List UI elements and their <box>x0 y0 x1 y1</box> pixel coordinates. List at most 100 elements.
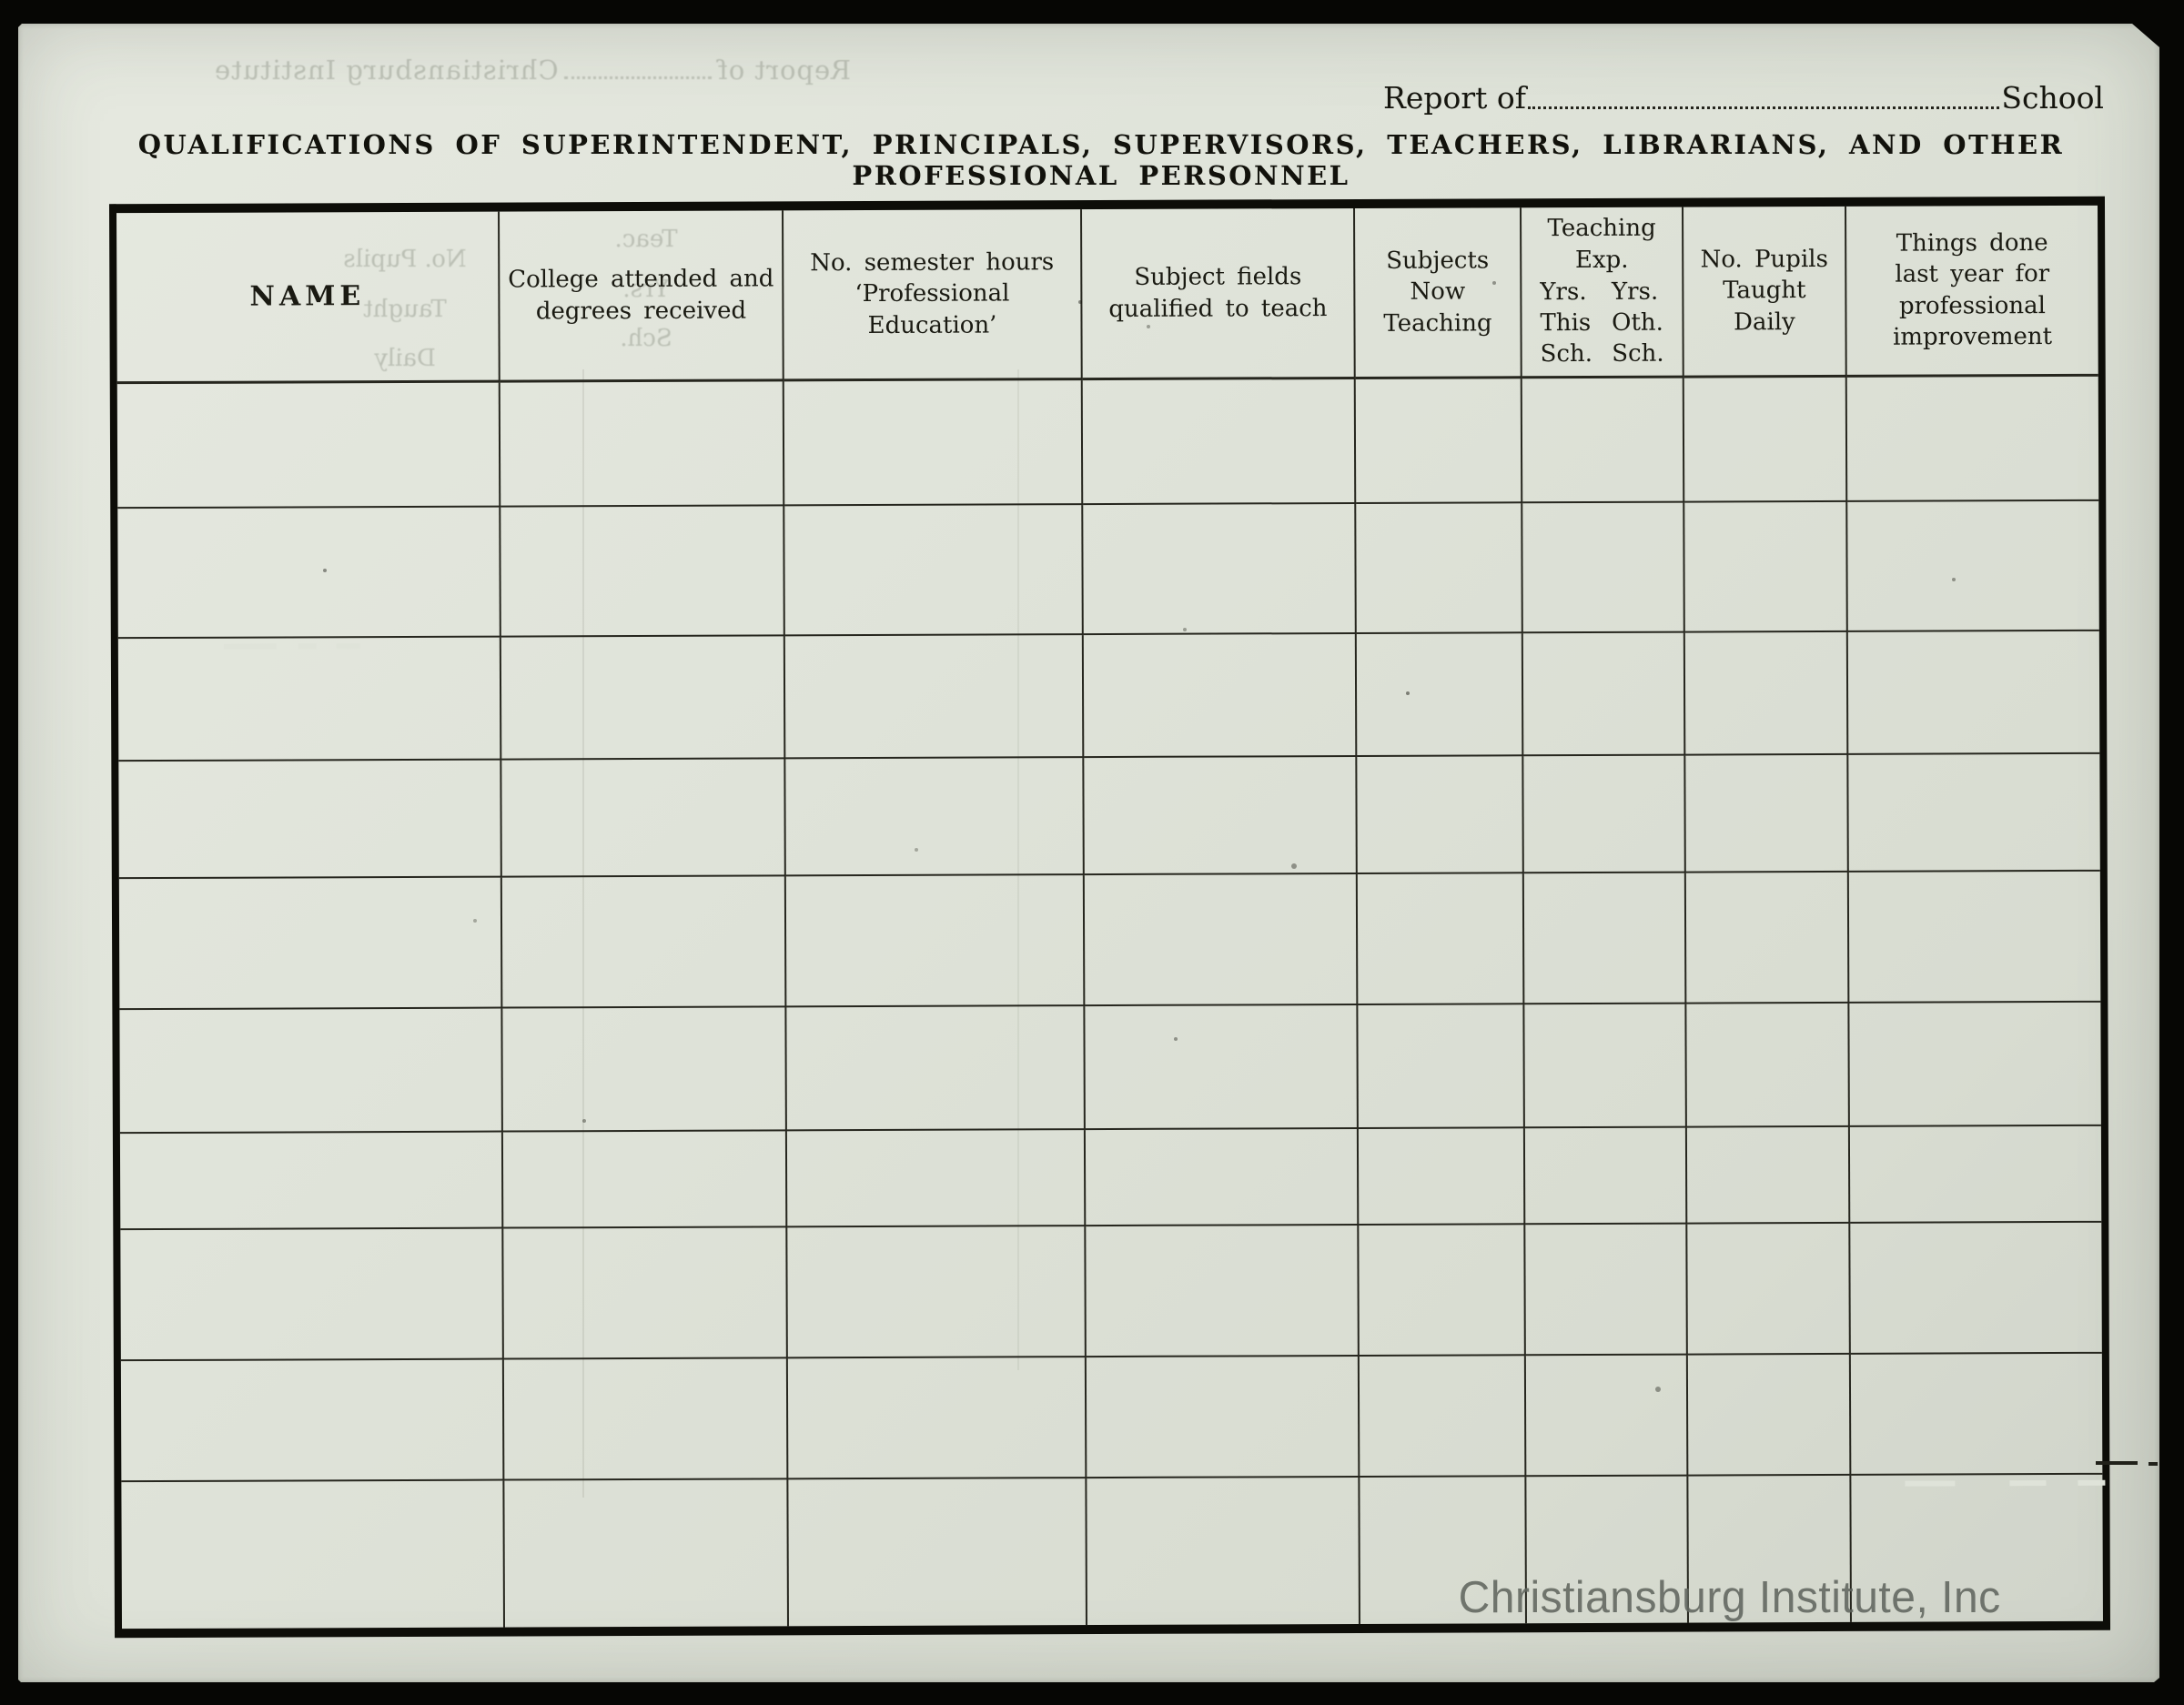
scan-artifact-dash <box>2149 1462 2158 1466</box>
blank-cell-r4-name <box>118 761 501 880</box>
header-line: improvement <box>1892 322 2053 351</box>
header-line: No. Pupils <box>1700 245 1828 274</box>
header-line: Things done <box>1896 228 2048 257</box>
table-grid: NAME College attended and degrees receiv… <box>116 206 2103 1629</box>
blank-cell-r8-semester-hours <box>787 1226 1087 1358</box>
blank-cell-r3-subject-fields <box>1084 634 1358 758</box>
blank-cell-r8-things-done <box>1850 1223 2102 1355</box>
blank-cell-r6-things-done <box>1849 1003 2101 1127</box>
blank-cell-r8-subjects-now-teaching <box>1359 1225 1526 1357</box>
blank-cell-r2-things-done <box>1847 501 2099 632</box>
column-header-teaching-exp: Teaching Exp. Yrs. This Sch. Yrs. Oth. S… <box>1522 207 1684 379</box>
column-header-pupils-taught: No. Pupils Taught Daily <box>1684 207 1847 378</box>
blank-cell-r5-subjects-now-teaching <box>1358 873 1525 1005</box>
header-line: Taught <box>1723 277 1806 305</box>
blank-cell-r7-college <box>503 1131 787 1228</box>
blank-cell-r5-name <box>119 878 503 1011</box>
header-line: professional <box>1898 291 2046 320</box>
blank-cell-r7-semester-hours <box>787 1130 1086 1227</box>
blank-cell-r6-college <box>502 1007 787 1132</box>
blank-cell-r2-subjects-now-teaching <box>1356 503 1523 634</box>
blank-cell-r1-name <box>117 383 501 509</box>
column-header-name: NAME <box>116 212 500 385</box>
qualifications-table: NAME College attended and degrees receiv… <box>109 197 2110 1638</box>
blank-cell-r1-subject-fields <box>1083 379 1357 505</box>
dust-specks <box>18 24 22 27</box>
blank-cell-r9-subjects-now-teaching <box>1360 1356 1527 1478</box>
header-line: College attended and <box>508 265 774 294</box>
bleed-dotted-leader <box>564 72 712 79</box>
blank-cell-r5-college <box>502 876 787 1008</box>
blank-cell-r5-things-done <box>1849 872 2101 1004</box>
blank-cell-r9-name <box>121 1360 505 1483</box>
blank-cell-r6-pupils <box>1686 1004 1850 1128</box>
blank-cell-r7-things-done <box>1850 1126 2101 1224</box>
blank-cell-r1-college <box>500 381 785 507</box>
column-header-semester-hours: No. semester hours ‘Professional Educati… <box>784 209 1083 381</box>
subcolumn-this-school: Yrs. This Sch. <box>1540 277 1592 370</box>
subcol-line: This <box>1540 308 1592 338</box>
blank-cell-r4-subject-fields <box>1084 757 1357 875</box>
bleed-through-top: Report of Christiansburg Institute <box>214 55 851 86</box>
bleed-institute-label: Christiansburg Institute <box>214 55 559 86</box>
blank-cell-r4-college <box>501 759 785 877</box>
blank-cell-r2-teaching-exp <box>1522 503 1685 634</box>
blank-cell-r9-pupils <box>1688 1355 1852 1477</box>
blank-cell-r6-subjects-now-teaching <box>1358 1004 1525 1129</box>
subcol-line: Oth. <box>1612 308 1663 337</box>
blank-cell-r1-pupils <box>1684 378 1848 503</box>
blank-cell-r3-subjects-now-teaching <box>1357 633 1524 757</box>
header-line: ‘Professional Education’ <box>854 279 1010 339</box>
blank-cell-r9-subject-fields <box>1087 1357 1360 1478</box>
blank-cell-r3-semester-hours <box>785 635 1085 759</box>
blank-cell-r5-semester-hours <box>786 875 1086 1007</box>
subcolumn-other-school: Yrs. Oth. Sch. <box>1612 277 1664 370</box>
paper-sheet: Report of Christiansburg Institute No. P… <box>18 24 2159 1682</box>
subcol-line: Yrs. <box>1540 278 1587 307</box>
blank-cell-r5-teaching-exp <box>1524 873 1687 1005</box>
blank-cell-r7-name <box>120 1133 503 1231</box>
dotted-leader <box>1528 100 1999 109</box>
header-line: Subjects <box>1386 247 1490 275</box>
column-header-subjects-now-teaching: Subjects Now Teaching <box>1355 207 1522 379</box>
blank-cell-r6-subject-fields <box>1085 1005 1359 1130</box>
column-header-subject-fields: Subject fields qualified to teach <box>1082 208 1356 380</box>
report-of-line: Report of School <box>1383 80 2104 116</box>
blank-cell-r10-college <box>504 1479 789 1627</box>
header-line: No. semester hours <box>810 248 1055 277</box>
blank-cell-r8-teaching-exp <box>1525 1225 1688 1357</box>
blank-cell-r9-semester-hours <box>788 1357 1087 1479</box>
blank-cell-r8-subject-fields <box>1086 1226 1360 1357</box>
blank-cell-r1-semester-hours <box>784 380 1084 506</box>
blank-cell-r4-teaching-exp <box>1523 756 1685 874</box>
blank-cell-r2-subject-fields <box>1083 504 1357 635</box>
column-header-college: College attended and degrees received <box>500 210 784 382</box>
header-line: Daily <box>1734 308 1795 337</box>
blank-cell-r1-teaching-exp <box>1522 378 1685 504</box>
blank-cell-r3-teaching-exp <box>1523 633 1686 757</box>
blank-cell-r7-subject-fields <box>1086 1129 1359 1226</box>
report-of-label: Report of <box>1383 80 1526 116</box>
blank-cell-r4-subjects-now-teaching <box>1357 756 1523 874</box>
subcol-line: Sch. <box>1540 339 1593 368</box>
blank-cell-r6-name <box>119 1009 503 1135</box>
blank-cell-r1-things-done <box>1847 377 2099 502</box>
blank-cell-r10-subject-fields <box>1087 1478 1360 1625</box>
header-line: Teaching <box>1547 215 1656 243</box>
blank-cell-r9-teaching-exp <box>1526 1356 1689 1478</box>
blank-cell-r4-semester-hours <box>785 758 1084 876</box>
blank-cell-r5-pupils <box>1686 873 1850 1004</box>
blank-cell-r2-semester-hours <box>784 505 1084 636</box>
blank-cell-r9-college <box>504 1358 789 1480</box>
blank-cell-r2-pupils <box>1684 502 1848 633</box>
blank-cell-r3-things-done <box>1848 631 2100 755</box>
blank-cell-r10-name <box>121 1481 505 1629</box>
school-label: School <box>2001 80 2104 116</box>
teaching-exp-subcolumns: Yrs. This Sch. Yrs. Oth. Sch. <box>1527 276 1676 370</box>
blank-cell-r4-pupils <box>1685 755 1848 873</box>
watermark: Christiansburg Institute, Inc <box>1458 1573 2001 1622</box>
blank-cell-r8-pupils <box>1687 1224 1851 1356</box>
blank-cell-r8-college <box>503 1227 788 1359</box>
blank-cell-r7-teaching-exp <box>1525 1128 1687 1226</box>
